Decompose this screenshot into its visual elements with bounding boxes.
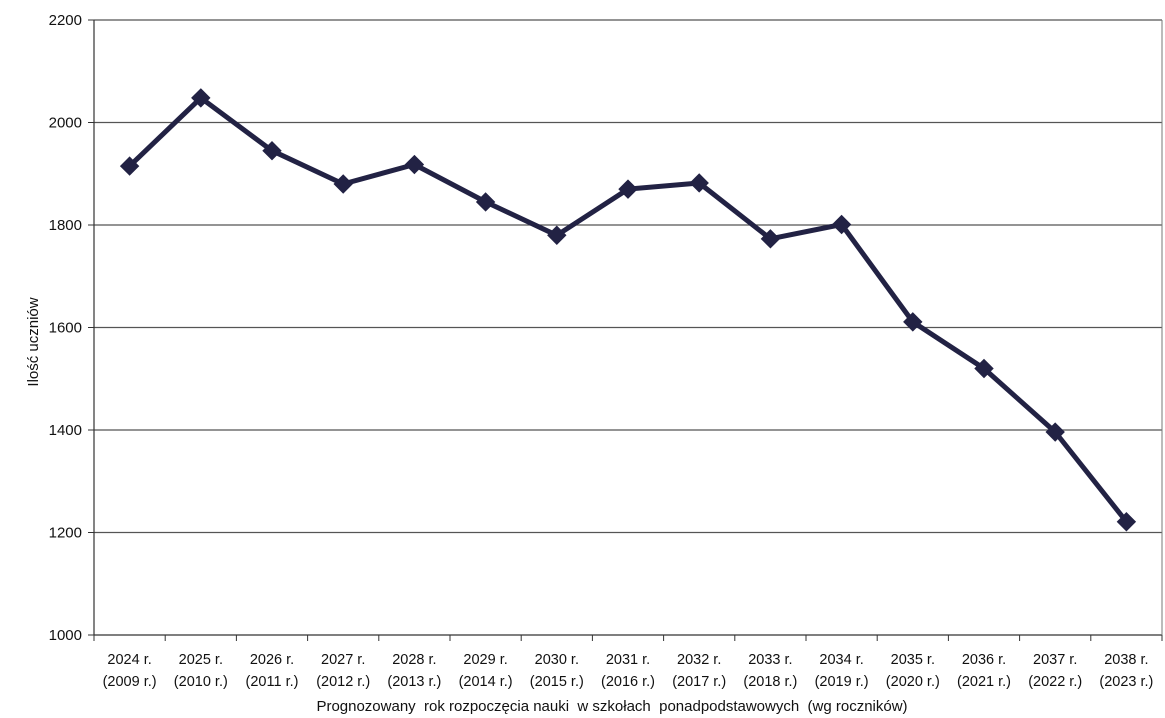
- x-tick-label-year: 2035 r.: [891, 652, 935, 668]
- data-point-marker: [618, 179, 638, 199]
- data-point-marker: [191, 88, 211, 108]
- x-tick-label-year: 2037 r.: [1033, 652, 1077, 668]
- x-tick-label-year: 2033 r.: [748, 652, 792, 668]
- y-tick-label: 1800: [49, 217, 82, 234]
- x-axis-title: Prognozowany rok rozpoczęcia nauki w szk…: [316, 698, 907, 715]
- series-line: [127, 95, 1129, 525]
- x-tick-label-cohort: (2015 r.): [530, 674, 584, 690]
- x-tick-label-cohort: (2020 r.): [886, 674, 940, 690]
- data-point-marker: [262, 140, 282, 161]
- x-tick-label-cohort: (2019 r.): [815, 674, 869, 690]
- y-tick-label: 2000: [49, 115, 82, 132]
- x-tick-label-cohort: (2009 r.): [103, 674, 157, 690]
- x-tick-label-cohort: (2023 r.): [1099, 674, 1153, 690]
- x-tick-label-year: 2024 r.: [107, 652, 151, 668]
- series-group: [119, 88, 1137, 532]
- axes: [88, 19, 1163, 641]
- x-tick-label-cohort: (2014 r.): [459, 674, 513, 690]
- x-tick-label-cohort: (2018 r.): [743, 674, 797, 690]
- gridlines: [94, 19, 1162, 534]
- data-point-marker: [903, 312, 923, 332]
- x-tick-label-year: 2032 r.: [677, 652, 721, 668]
- x-tick-label-year: 2031 r.: [606, 652, 650, 668]
- x-tick-label-year: 2029 r.: [463, 652, 507, 668]
- x-tick-label-year: 2028 r.: [392, 652, 436, 668]
- data-point-marker: [1116, 512, 1137, 532]
- data-point-marker: [333, 174, 353, 194]
- x-tick-label-cohort: (2013 r.): [387, 674, 441, 690]
- x-tick-label-year: 2030 r.: [535, 652, 579, 668]
- data-point-marker: [1045, 422, 1065, 442]
- x-tick-label-cohort: (2012 r.): [316, 674, 370, 690]
- data-point-marker: [689, 173, 709, 193]
- data-point-marker: [831, 214, 852, 235]
- x-tick-labels: 2024 r. (2009 r.) 2025 r. (2010 r.) 2026 r. (…: [103, 652, 1154, 690]
- data-point-marker: [404, 154, 425, 175]
- x-tick-label-year: 2025 r.: [179, 652, 223, 668]
- y-tick-label: 1200: [49, 525, 82, 542]
- x-tick-label-cohort: (2017 r.): [672, 674, 726, 690]
- x-tick-label-year: 2038 r.: [1104, 652, 1148, 668]
- data-point-marker: [760, 229, 781, 249]
- x-tick-label-year: 2034 r.: [819, 652, 863, 668]
- y-tick-label: 1600: [49, 320, 82, 337]
- x-tick-label-year: 2027 r.: [321, 652, 365, 668]
- data-point-marker: [547, 225, 567, 245]
- y-tick-label: 2200: [49, 12, 82, 29]
- x-tick-label-cohort: (2022 r.): [1028, 674, 1082, 690]
- x-tick-label-cohort: (2011 r.): [246, 674, 299, 690]
- y-tick-label: 1400: [49, 422, 82, 439]
- x-tick-label-year: 2026 r.: [250, 652, 294, 668]
- x-tick-label-cohort: (2021 r.): [957, 674, 1011, 690]
- y-tick-labels: 1000 1200 1400 1600 1800 2000 2200: [49, 12, 82, 644]
- y-tick-label: 1000: [49, 627, 82, 644]
- x-tick-label-year: 2036 r.: [962, 652, 1006, 668]
- data-point-marker: [974, 358, 994, 379]
- x-tick-label-cohort: (2010 r.): [174, 674, 228, 690]
- x-tick-label-cohort: (2016 r.): [601, 674, 655, 690]
- data-point-marker: [475, 192, 496, 212]
- data-point-marker: [119, 156, 140, 176]
- y-axis-title: Ilość uczniów: [25, 297, 42, 386]
